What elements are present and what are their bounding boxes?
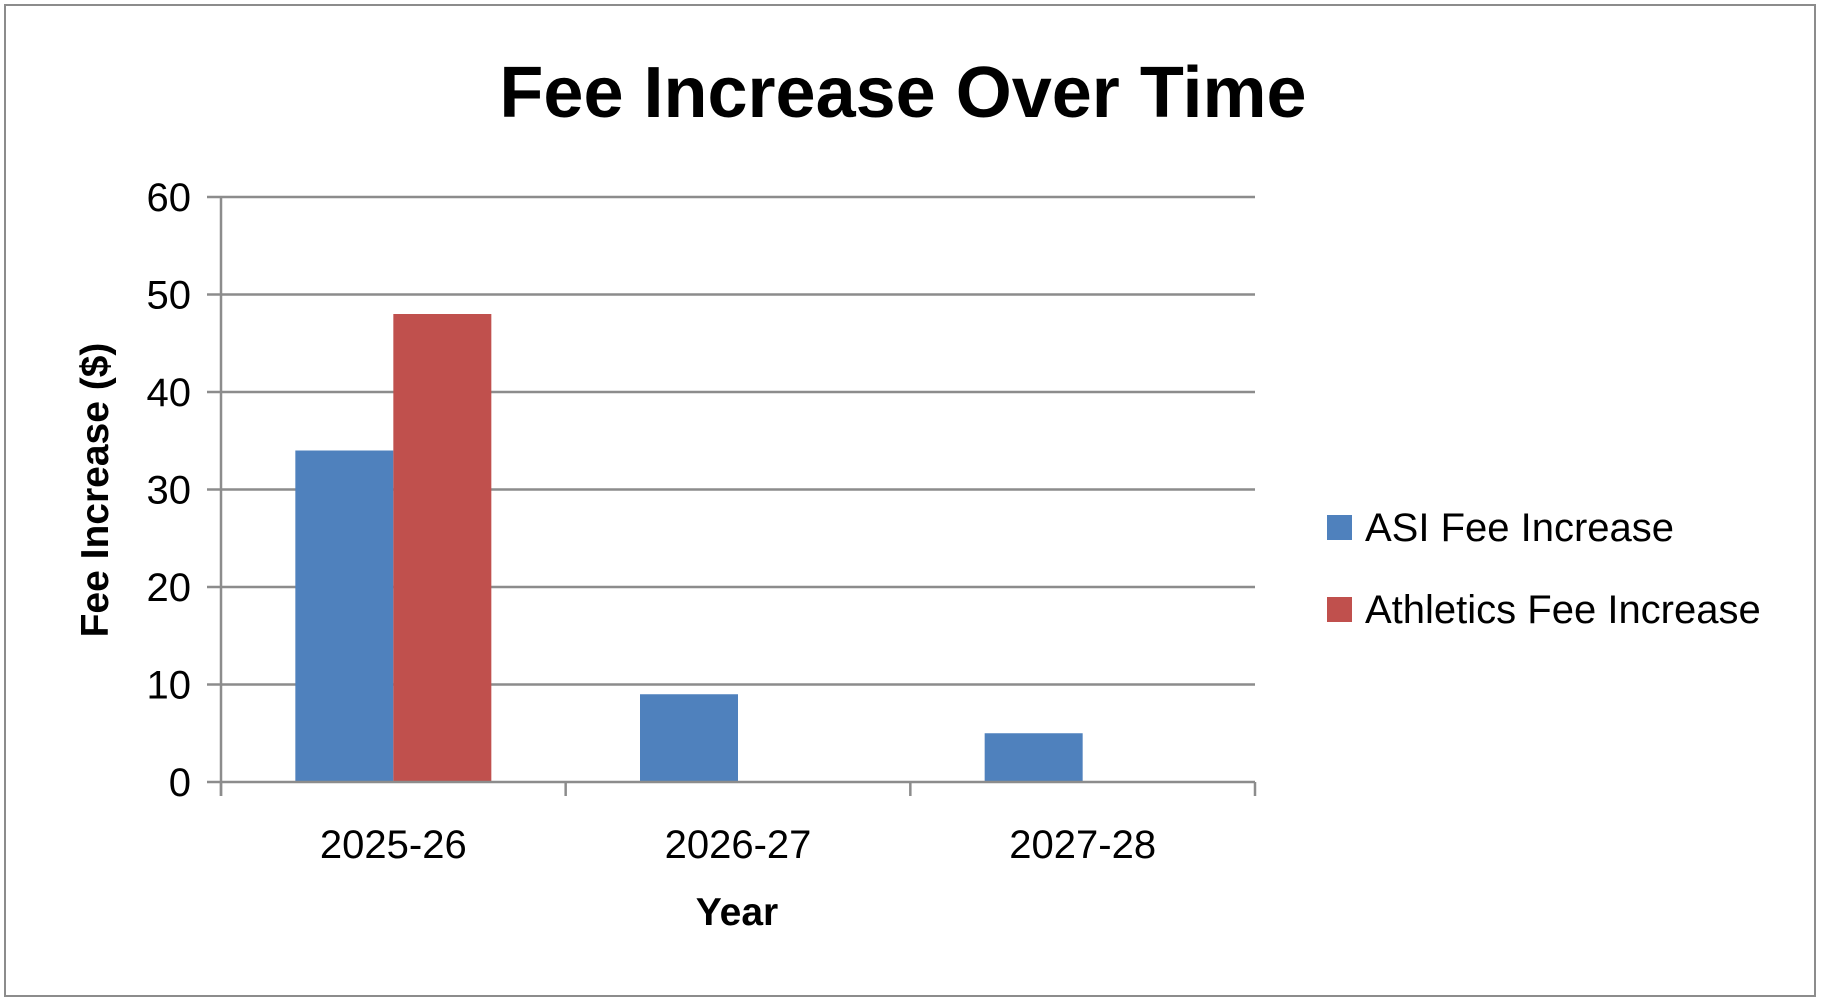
y-axis-title: Fee Increase ($) [74, 343, 117, 638]
legend-swatch [1327, 515, 1352, 540]
legend-item: ASI Fee Increase [1327, 506, 1674, 550]
legend-label: Athletics Fee Increase [1365, 588, 1761, 632]
x-axis-title: Year [696, 891, 778, 934]
legend-swatch [1327, 597, 1352, 622]
y-tick-label: 40 [147, 371, 192, 415]
bars [295, 314, 1083, 782]
y-tick-label: 50 [147, 274, 192, 318]
legend: ASI Fee Increase Athletics Fee Increase [1327, 506, 1761, 632]
y-tick-label: 0 [169, 761, 191, 805]
legend-item: Athletics Fee Increase [1327, 588, 1761, 632]
y-tick-label: 30 [147, 469, 192, 513]
legend-label: ASI Fee Increase [1365, 506, 1674, 550]
y-tick-label: 10 [147, 664, 192, 708]
bar-asi-fee-increase-2027-28 [984, 733, 1083, 782]
bar-athletics-fee-increase-2025-26 [393, 314, 492, 782]
axes: 0 10 20 30 40 50 60 2025-26 2026-27 2027-28 [147, 176, 1257, 867]
x-tick-label: 2027-28 [1009, 823, 1156, 867]
x-tick-label: 2025-26 [320, 823, 467, 867]
bar-asi-fee-increase-2026-27 [640, 694, 738, 782]
y-tick-label: 60 [147, 176, 192, 220]
chart-title: Fee Increase Over Time [499, 53, 1306, 133]
bar-asi-fee-increase-2025-26 [295, 450, 394, 782]
y-tick-label: 20 [147, 566, 192, 610]
x-tick-label: 2026-27 [665, 823, 812, 867]
